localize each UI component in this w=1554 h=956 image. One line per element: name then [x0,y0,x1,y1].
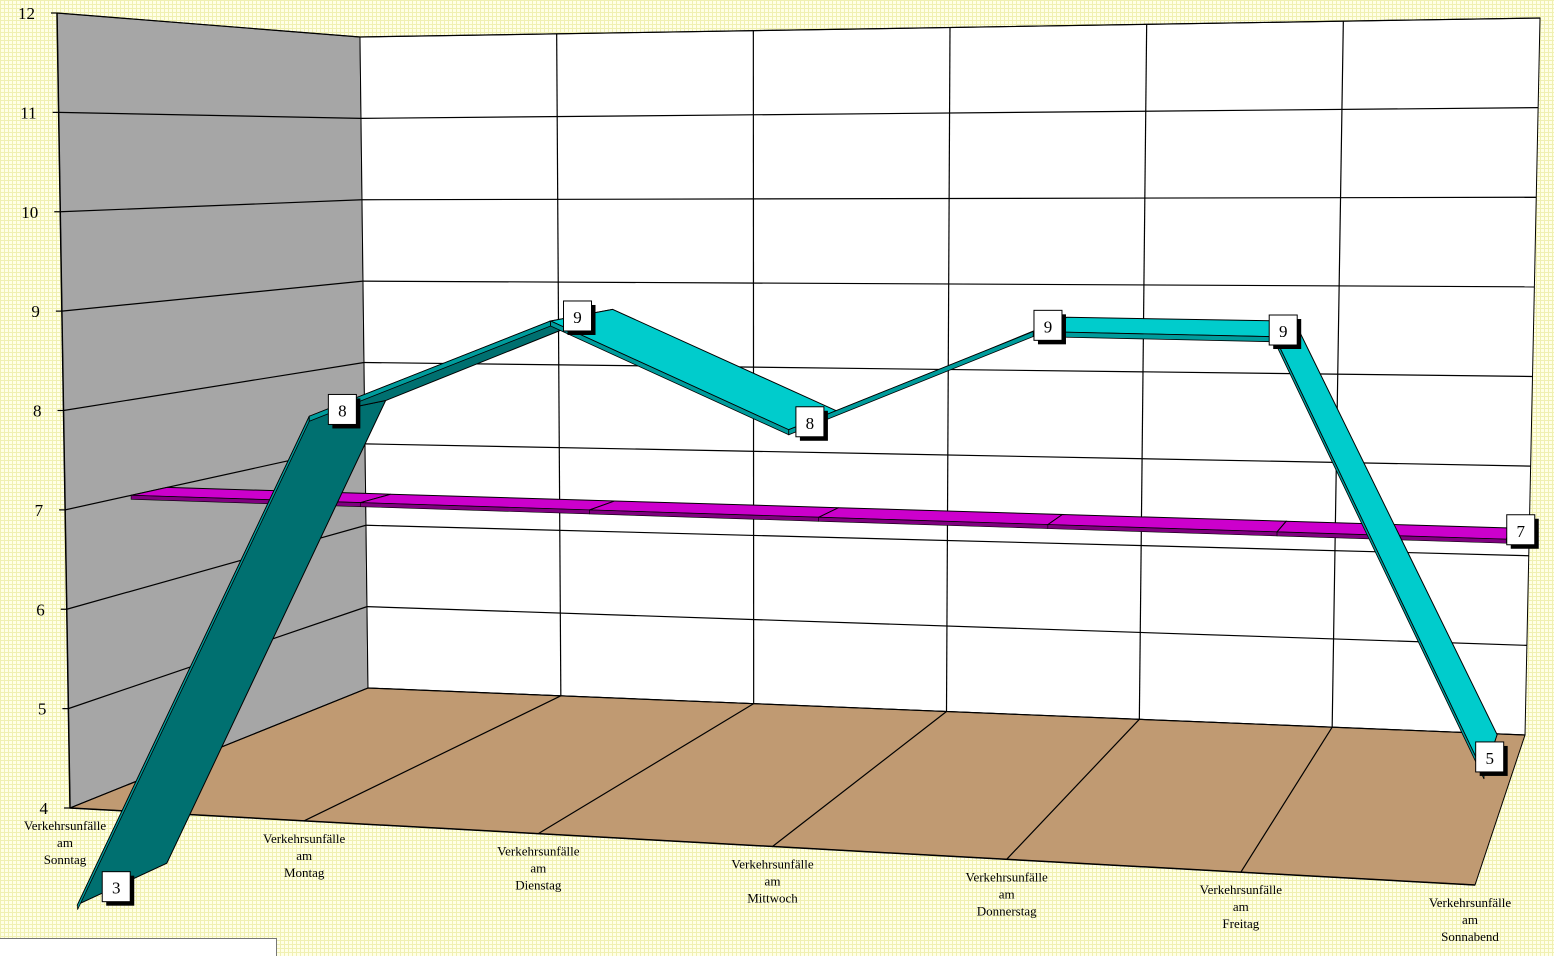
y-tick-label-6: 6 [36,600,45,619]
data-label-series1-5: 9 [1279,322,1288,341]
y-tick-label-5: 5 [38,700,47,719]
y-tick-label-10: 10 [21,203,38,222]
data-label-series1-3: 8 [806,414,815,433]
data-label-series1-0: 3 [112,879,121,898]
y-tick-label-9: 9 [31,302,40,321]
y-tick-label-7: 7 [35,501,44,520]
y-tick-label-8: 8 [33,402,42,421]
y-tick-label-4: 4 [40,799,49,818]
data-label-series1-2: 9 [573,308,582,327]
y-tick-label-11: 11 [20,103,36,122]
data-label-series1-1: 8 [338,401,347,420]
data-label-series1-6: 5 [1485,749,1494,768]
data-label-series1-4: 9 [1044,317,1053,336]
data-label-series2-6: 7 [1517,522,1526,541]
legend-box [0,938,277,956]
y-tick-label-12: 12 [18,4,35,23]
